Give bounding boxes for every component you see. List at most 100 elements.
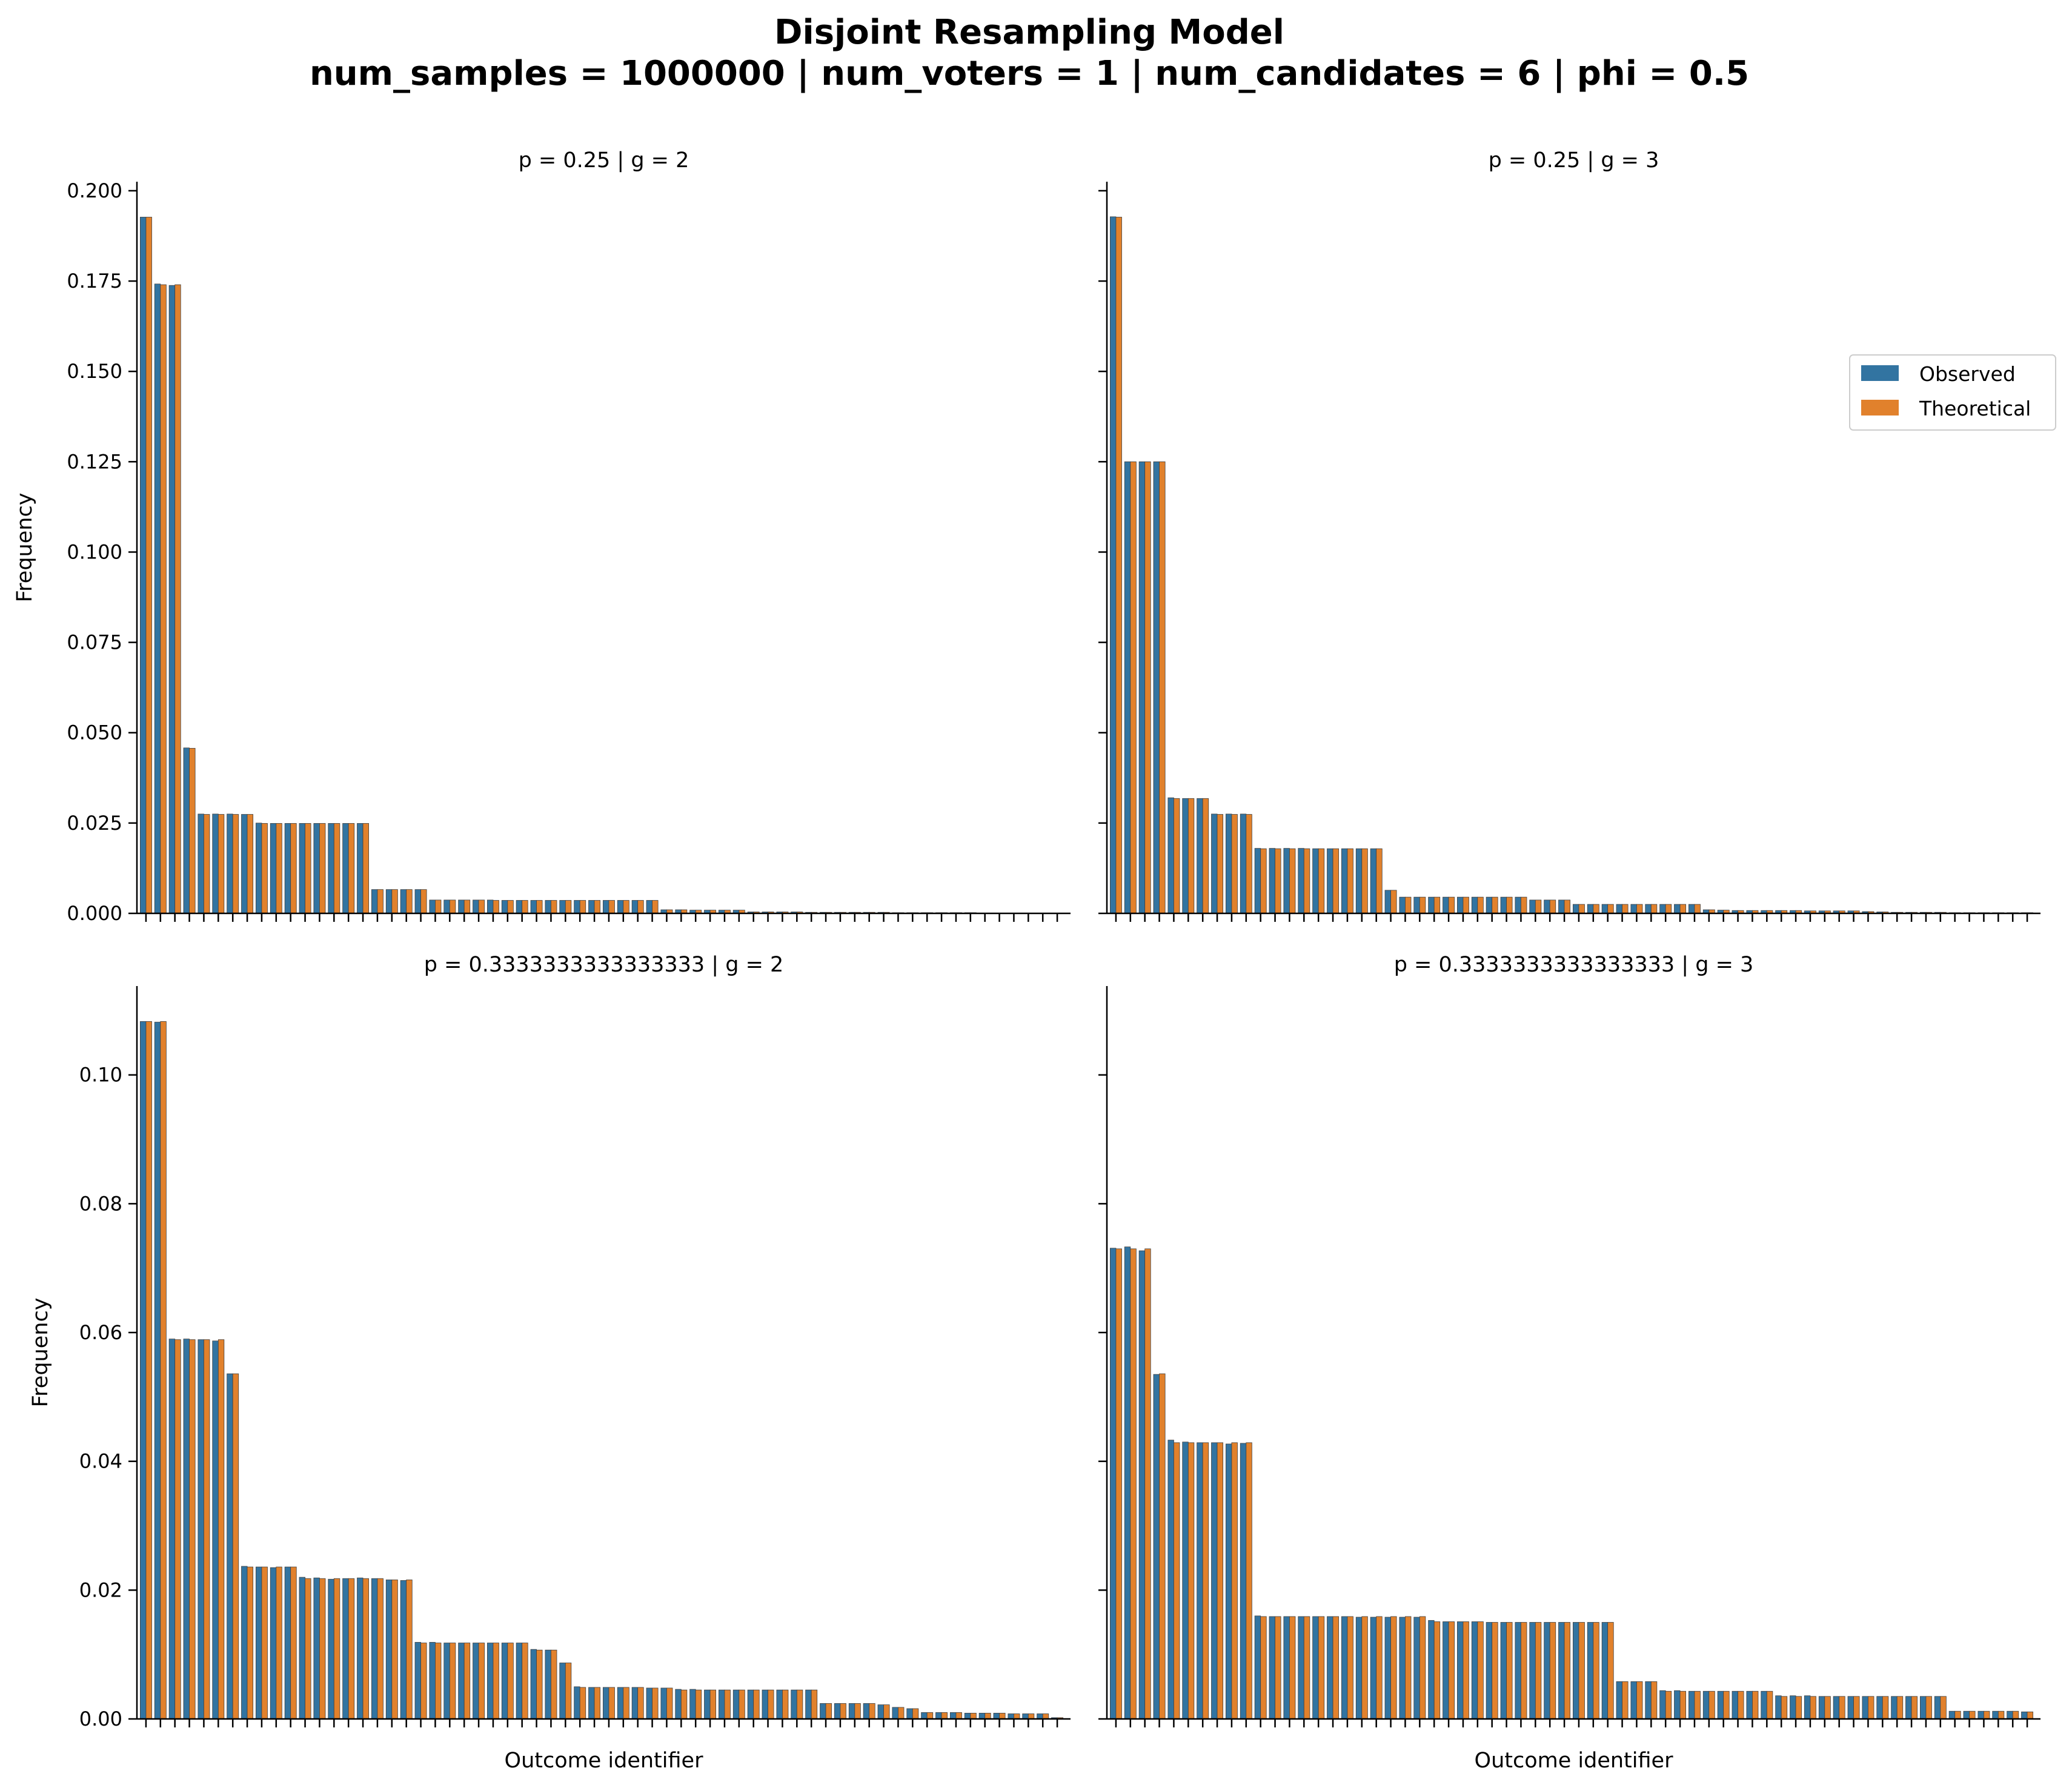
bar-observed xyxy=(183,747,190,914)
bar-theoretical xyxy=(435,1643,442,1720)
bar-theoretical xyxy=(1144,1248,1151,1720)
bar-observed xyxy=(1138,1250,1146,1720)
bar-observed xyxy=(1443,896,1449,914)
bar-observed xyxy=(545,900,551,914)
bar-observed xyxy=(1558,1622,1565,1720)
bar-theoretical xyxy=(261,1566,268,1720)
bar-theoretical xyxy=(276,823,282,914)
bar-observed xyxy=(1254,848,1261,914)
bar-observed xyxy=(139,1021,147,1720)
bar-theoretical xyxy=(1130,1248,1137,1720)
bar-observed xyxy=(2021,1711,2028,1720)
bar-theoretical xyxy=(1174,1442,1180,1720)
bar-observed xyxy=(993,1713,1000,1720)
bar-theoretical xyxy=(507,1643,514,1720)
bar-theoretical xyxy=(319,1578,326,1720)
y-tick-label: 0.025 xyxy=(67,812,122,835)
bar-observed xyxy=(385,1579,393,1720)
bar-theoretical xyxy=(204,814,210,914)
bar-theoretical xyxy=(825,1703,832,1720)
bar-theoretical xyxy=(377,1578,384,1720)
bar-theoretical xyxy=(276,1566,282,1720)
legend-label-theoretical: Theoretical xyxy=(1919,397,2031,420)
bar-observed xyxy=(270,1567,277,1720)
bar-theoretical xyxy=(290,823,297,914)
bar-observed xyxy=(574,1686,580,1720)
legend-label-observed: Observed xyxy=(1919,362,2016,386)
bar-observed xyxy=(877,1704,884,1720)
bar-theoretical xyxy=(1187,798,1195,914)
bar-theoretical xyxy=(1419,1616,1426,1720)
bar-theoretical xyxy=(362,1578,370,1720)
bar-theoretical xyxy=(652,1687,659,1720)
bar-observed xyxy=(1558,899,1565,914)
bar-observed xyxy=(400,889,407,914)
x-axis-label: Outcome identifier xyxy=(1475,1749,1674,1773)
bar-theoretical xyxy=(1405,896,1412,914)
bar-observed xyxy=(1862,1696,1868,1720)
bar-observed xyxy=(357,1577,364,1720)
bar-observed xyxy=(1022,1713,1029,1720)
y-axis-label: Frequency xyxy=(13,493,37,603)
bar-observed xyxy=(1587,1622,1594,1720)
bar-observed xyxy=(1587,904,1594,914)
bar-observed xyxy=(1919,1696,1927,1720)
bar-theoretical xyxy=(536,900,543,914)
bar-theoretical xyxy=(1419,896,1426,914)
bar-observed xyxy=(545,1649,551,1720)
bar-observed xyxy=(1659,904,1666,914)
bar-observed xyxy=(1399,1617,1406,1720)
bar-theoretical xyxy=(840,1703,846,1720)
bar-observed xyxy=(429,1642,436,1720)
bar-observed xyxy=(486,1643,494,1720)
bar-theoretical xyxy=(1260,1616,1267,1720)
bar-observed xyxy=(342,823,349,914)
panel-top-left: p = 0.25 | g = 2 0.000 0.025 0.050 0.075 0.10… xyxy=(13,148,1071,925)
bar-theoretical xyxy=(1376,848,1383,914)
bar-theoretical xyxy=(189,747,196,914)
bar-observed xyxy=(1702,1690,1710,1720)
bar-theoretical xyxy=(1868,1696,1874,1720)
bar-theoretical xyxy=(1766,1690,1773,1720)
bar-observed xyxy=(1182,798,1189,914)
bar-observed xyxy=(762,1689,768,1720)
bar-observed xyxy=(718,1689,725,1720)
bar-theoretical xyxy=(1376,1616,1383,1720)
bar-theoretical xyxy=(637,1687,644,1720)
y-tick-label: 0.04 xyxy=(79,1450,122,1473)
bar-observed xyxy=(1341,1616,1348,1720)
bar-theoretical xyxy=(1738,1690,1744,1720)
bar-observed xyxy=(516,900,523,914)
bar-theoretical xyxy=(406,1579,413,1720)
bar-observed xyxy=(255,823,262,914)
bar-observed xyxy=(1833,1696,1840,1720)
bar-observed xyxy=(299,1577,305,1720)
bar-theoretical xyxy=(680,1689,688,1720)
bar-observed xyxy=(1572,904,1579,914)
bar-theoretical xyxy=(1246,1442,1252,1720)
bar-theoretical xyxy=(1390,890,1397,914)
bar-theoretical xyxy=(1275,848,1281,914)
bar-observed xyxy=(1746,1690,1753,1720)
bar-theoretical xyxy=(811,1689,818,1720)
bar-theoretical xyxy=(145,1021,152,1720)
bar-observed xyxy=(1240,813,1247,914)
legend-frame xyxy=(1849,354,2056,431)
bar-observed xyxy=(1341,848,1348,914)
bar-observed xyxy=(1298,848,1304,914)
bar-observed xyxy=(385,889,393,914)
bar-observed xyxy=(1384,890,1391,914)
bar-theoretical xyxy=(232,1373,239,1720)
bar-theoretical xyxy=(1521,896,1527,914)
bar-observed xyxy=(139,217,147,914)
bar-theoretical xyxy=(1477,1621,1484,1720)
bar-theoretical xyxy=(1593,1622,1599,1720)
bar-observed xyxy=(154,283,161,914)
bar-theoretical xyxy=(507,900,514,914)
bar-theoretical xyxy=(1246,814,1252,914)
bar-theoretical xyxy=(1622,1681,1629,1720)
bar-observed xyxy=(1428,1620,1435,1720)
y-tick-label: 0.08 xyxy=(79,1192,122,1215)
bar-theoretical xyxy=(1665,1690,1672,1720)
